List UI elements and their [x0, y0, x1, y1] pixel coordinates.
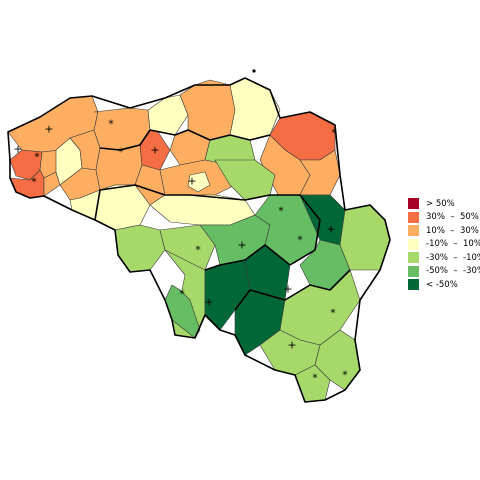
districts-layer — [7, 77, 391, 403]
star-marker: * — [108, 118, 114, 131]
legend-swatch — [408, 252, 419, 264]
legend-item: < -50% — [408, 278, 480, 292]
star-marker: * — [297, 234, 303, 247]
legend-label: -10% – 10% — [426, 239, 480, 250]
legend-swatch — [408, 225, 419, 237]
plus-marker: + — [204, 296, 213, 309]
province-border — [149, 129, 271, 141]
district-region — [187, 171, 211, 193]
province-border — [7, 77, 391, 403]
province-border — [289, 194, 321, 266]
star-marker: * — [278, 205, 284, 218]
plus-marker: + — [13, 143, 22, 156]
province-border — [94, 184, 300, 221]
legend-swatch — [408, 265, 419, 277]
legend-label: -30% – -10% — [426, 252, 480, 263]
legend-item: 30% – 50% — [408, 211, 480, 225]
star-marker: * — [31, 176, 37, 189]
plus-marker: + — [187, 175, 196, 188]
legend-swatch — [408, 198, 419, 210]
province-borders-layer — [7, 77, 391, 403]
legend-swatch — [408, 279, 419, 291]
legend-item: -30% – -10% — [408, 251, 480, 265]
legend-swatch — [408, 238, 419, 250]
enclave-dot — [252, 69, 256, 73]
legend-label: -50% – -30% — [426, 266, 480, 277]
significance-markers-layer: + + * * * * + + * * * + + * * + + + * * * — [13, 118, 348, 385]
plus-marker: + — [44, 123, 53, 136]
star-marker: * — [330, 307, 336, 320]
legend-label: > 50% — [426, 198, 455, 209]
district-region — [299, 149, 341, 196]
star-marker: * — [195, 244, 201, 257]
province-border — [234, 269, 351, 311]
legend-item: 10% – 30% — [408, 224, 480, 238]
district-region — [114, 224, 166, 273]
star-marker: * — [179, 288, 185, 301]
star-marker: * — [312, 372, 318, 385]
legend-swatch — [408, 211, 419, 223]
province-border — [204, 244, 291, 271]
legend-item: -10% – 10% — [408, 238, 480, 252]
province-border — [99, 129, 151, 151]
legend-label: < -50% — [426, 279, 458, 290]
legend-label: 10% – 30% — [426, 225, 479, 236]
plus-marker: + — [237, 239, 246, 252]
star-marker: * — [34, 151, 40, 164]
plus-marker: + — [283, 283, 292, 296]
plus-marker: + — [287, 339, 296, 352]
legend-label: 30% – 50% — [426, 212, 479, 223]
legend-item: > 50% — [408, 197, 480, 211]
star-marker: * — [331, 127, 337, 140]
legend-item: -50% – -30% — [408, 265, 480, 279]
plus-marker: + — [326, 223, 335, 236]
legend: > 50% 30% – 50% 10% – 30% -10% – 10% -30% – … — [408, 197, 480, 292]
star-marker: * — [118, 146, 124, 159]
star-marker: * — [342, 369, 348, 382]
plus-marker: + — [150, 144, 159, 157]
